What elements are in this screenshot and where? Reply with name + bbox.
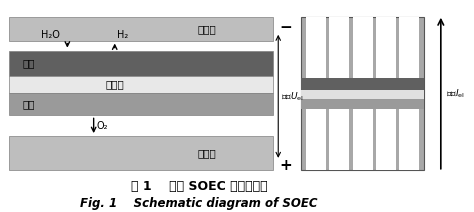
Bar (306, 106, 326, 170)
Text: −: − (280, 20, 292, 35)
Bar (9, 76, 273, 93)
Text: H₂: H₂ (117, 29, 128, 40)
Bar (9, 136, 273, 170)
Bar (9, 17, 273, 41)
Text: 电解质: 电解质 (105, 80, 124, 89)
Text: 阴极: 阴极 (23, 58, 35, 68)
Bar (400, 106, 419, 170)
Text: H₂O: H₂O (41, 29, 60, 40)
Bar (301, 17, 424, 170)
Text: O₂: O₂ (96, 121, 108, 131)
Bar (301, 78, 424, 90)
Bar (353, 106, 373, 170)
Bar (301, 99, 424, 109)
Bar (329, 17, 349, 81)
Text: Fig. 1    Schematic diagram of SOEC: Fig. 1 Schematic diagram of SOEC (80, 197, 318, 210)
Bar (9, 50, 273, 76)
Text: 连接体: 连接体 (197, 148, 216, 158)
Text: 电流$I_{\mathrm{el}}$: 电流$I_{\mathrm{el}}$ (446, 87, 465, 99)
Bar (329, 106, 349, 170)
Text: 图 1    高温 SOEC 原理示意图: 图 1 高温 SOEC 原理示意图 (131, 180, 267, 193)
Bar (376, 106, 396, 170)
Bar (306, 17, 326, 81)
Text: 阳极: 阳极 (23, 99, 35, 109)
Text: 连接体: 连接体 (197, 24, 216, 34)
Bar (353, 17, 373, 81)
Bar (400, 17, 419, 81)
Bar (301, 90, 424, 99)
Text: 电压$U_{\mathrm{el}}$: 电压$U_{\mathrm{el}}$ (281, 90, 303, 103)
Bar (9, 93, 273, 115)
Bar (376, 17, 396, 81)
Text: +: + (280, 158, 292, 173)
